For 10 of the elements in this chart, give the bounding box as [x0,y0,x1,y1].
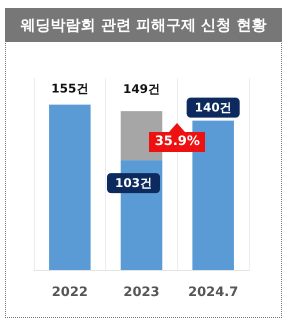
data-label: 140건 [194,100,232,115]
data-label: 155건 [51,82,88,96]
chart-title: 웨딩박람회 관련 피해구제 신청 현황 [5,8,282,42]
x-tick-label: 2022 [52,285,88,300]
annotation: 35.9% [149,132,206,152]
x-tick-label: 2024.7 [188,285,238,300]
bar [49,104,91,270]
x-tick-label: 2023 [123,285,160,300]
data-label: 103건 [114,176,152,190]
total-label: 149건 [122,82,160,96]
